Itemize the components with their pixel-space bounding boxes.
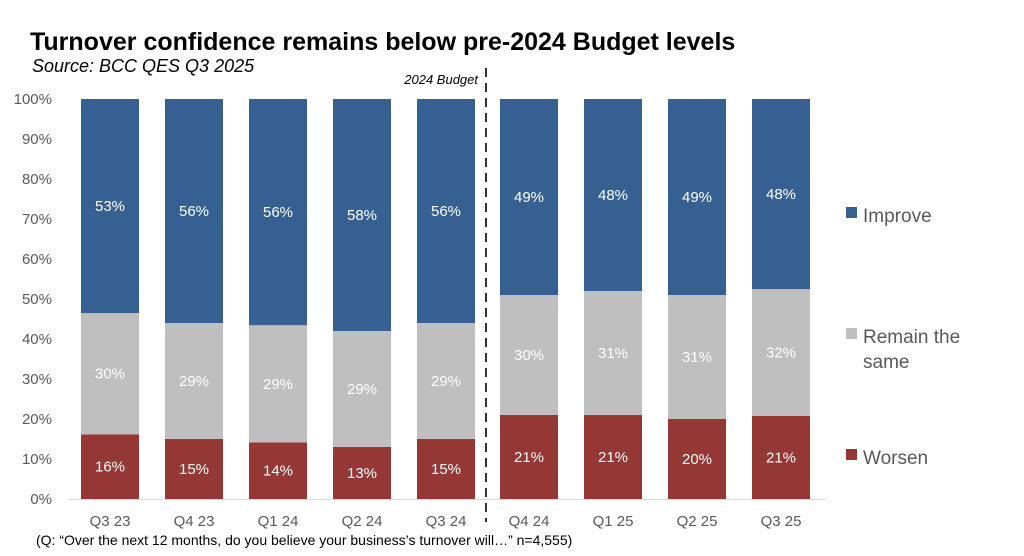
y-tick-label: 60% <box>22 251 52 268</box>
bar-worsen <box>668 419 726 499</box>
chart-title: Turnover confidence remains below pre-20… <box>30 28 736 56</box>
data-label: 56% <box>179 203 209 220</box>
y-tick-label: 10% <box>22 451 52 468</box>
data-label: 56% <box>263 204 293 221</box>
bar-remain-the-same <box>249 325 307 443</box>
data-label: 31% <box>598 345 628 362</box>
budget-annotation: 2024 Budget <box>403 72 479 87</box>
data-label: 29% <box>263 376 293 393</box>
data-label: 31% <box>682 349 712 366</box>
x-tick-label: Q2 24 <box>342 513 383 530</box>
data-label: 13% <box>347 465 377 482</box>
data-label: 15% <box>431 461 461 478</box>
bar-remain-the-same <box>417 323 475 439</box>
y-tick-label: 80% <box>22 171 52 188</box>
y-tick-label: 40% <box>22 331 52 348</box>
bar-worsen <box>500 415 558 499</box>
y-tick-label: 20% <box>22 411 52 428</box>
bar-remain-the-same <box>584 291 642 415</box>
bar-worsen <box>81 434 139 499</box>
x-tick-label: Q3 25 <box>761 513 802 530</box>
y-tick-label: 100% <box>14 91 52 108</box>
y-tick-label: 90% <box>22 131 52 148</box>
y-tick-label: 70% <box>22 211 52 228</box>
x-tick-label: Q4 24 <box>509 513 550 530</box>
y-tick-label: 50% <box>22 291 52 308</box>
bar-remain-the-same <box>668 295 726 419</box>
bar-remain-the-same <box>500 295 558 415</box>
legend-swatch <box>846 207 857 218</box>
bar-improve <box>249 99 307 326</box>
footnote: (Q: “Over the next 12 months, do you bel… <box>36 532 573 548</box>
x-tick-label: Q3 24 <box>426 513 467 530</box>
x-tick-label: Q2 25 <box>677 513 718 530</box>
x-tick-label: Q1 24 <box>258 513 299 530</box>
x-tick-label: Q1 25 <box>593 513 634 530</box>
data-label: 21% <box>766 449 796 466</box>
data-label: 16% <box>95 459 125 476</box>
data-label: 30% <box>514 347 544 364</box>
x-tick-label: Q4 23 <box>174 513 215 530</box>
data-label: 20% <box>682 451 712 468</box>
bar-improve <box>500 99 558 295</box>
bar-worsen <box>165 439 223 499</box>
data-label: 21% <box>598 449 628 466</box>
data-label: 58% <box>347 207 377 224</box>
legend-label: Remain the <box>863 327 960 348</box>
data-label: 32% <box>766 344 796 361</box>
data-label: 29% <box>347 381 377 398</box>
data-label: 29% <box>431 373 461 390</box>
legend-label: Improve <box>863 206 932 227</box>
x-tick-label: Q3 23 <box>90 513 131 530</box>
bar-remain-the-same <box>752 289 810 416</box>
data-label: 14% <box>263 463 293 480</box>
bar-improve <box>417 99 475 323</box>
bar-improve <box>333 99 391 331</box>
data-label: 15% <box>179 461 209 478</box>
bar-worsen <box>249 442 307 499</box>
data-label: 21% <box>514 449 544 466</box>
data-label: 49% <box>514 189 544 206</box>
data-label: 48% <box>598 187 628 204</box>
data-label: 29% <box>179 373 209 390</box>
bar-worsen <box>417 439 475 499</box>
chart-subtitle: Source: BCC QES Q3 2025 <box>32 56 255 76</box>
bar-improve <box>81 99 139 314</box>
y-tick-label: 30% <box>22 371 52 388</box>
legend-swatch <box>846 328 857 339</box>
data-label: 53% <box>95 198 125 215</box>
bar-remain-the-same <box>165 323 223 439</box>
legend-label: Worsen <box>863 448 928 469</box>
data-label: 49% <box>682 189 712 206</box>
data-label: 48% <box>766 186 796 203</box>
bar-worsen <box>752 415 810 499</box>
y-tick-label: 0% <box>30 491 52 508</box>
bar-worsen <box>584 415 642 499</box>
bar-remain-the-same <box>333 331 391 447</box>
data-label: 30% <box>95 366 125 383</box>
legend-label: same <box>863 352 909 373</box>
legend-swatch <box>846 449 857 460</box>
bar-worsen <box>333 447 391 499</box>
bar-improve <box>668 99 726 295</box>
bar-improve <box>584 99 642 291</box>
bar-improve <box>165 99 223 323</box>
bar-improve <box>752 99 810 290</box>
data-label: 56% <box>431 203 461 220</box>
bar-remain-the-same <box>81 313 139 435</box>
